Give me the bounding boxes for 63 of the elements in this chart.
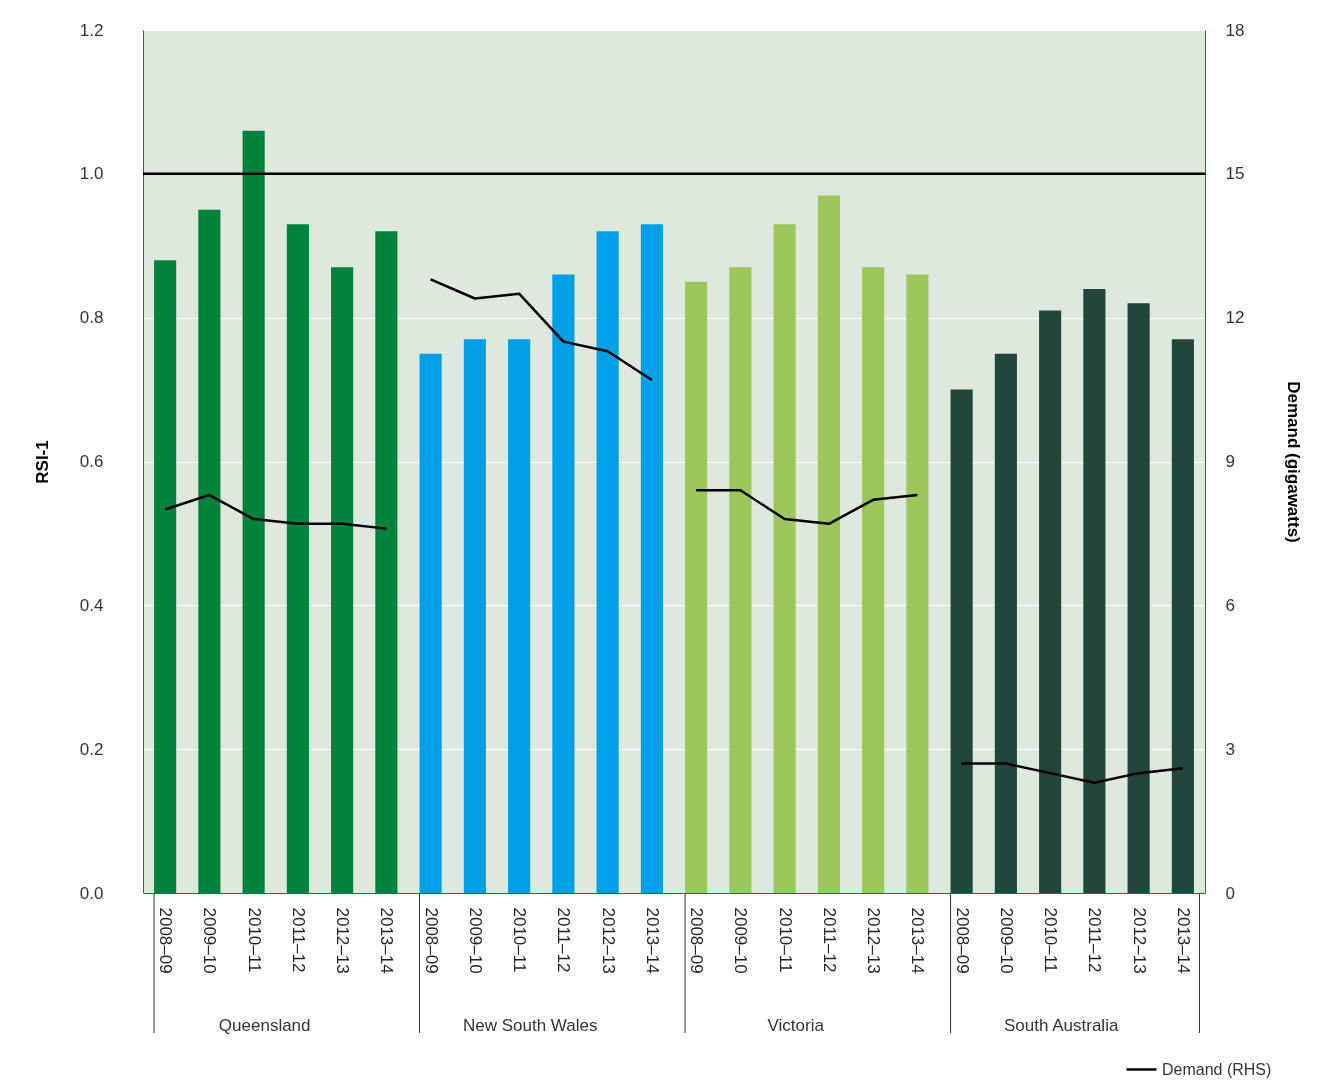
x-tick-label: 2010–11 <box>775 907 795 973</box>
x-tick-label: 2008–09 <box>687 907 707 974</box>
bar <box>906 274 929 893</box>
x-tick-label: 2008–09 <box>156 907 176 974</box>
x-tick-label: 2013–14 <box>1173 907 1193 974</box>
y-tick-label: 0.0 <box>79 883 104 903</box>
bar <box>1171 339 1194 893</box>
bar <box>1127 303 1150 893</box>
bar <box>419 353 442 893</box>
bar <box>773 224 796 893</box>
bar <box>950 389 973 893</box>
bar <box>862 267 885 893</box>
x-tick-label: 2012–13 <box>598 907 618 974</box>
legend-label: Demand (RHS) <box>1162 1060 1272 1078</box>
x-tick-label: 2013–14 <box>377 907 397 974</box>
x-tick-label: 2013–14 <box>908 907 928 974</box>
y-tick-label: 0.6 <box>79 452 104 471</box>
x-tick-label: 2009–10 <box>200 907 220 974</box>
text: Queensland <box>218 1016 311 1035</box>
text: South Australia <box>1004 1016 1119 1035</box>
y2-tick-label: 0 <box>1225 883 1235 903</box>
x-tick-label: 2012–13 <box>333 907 353 974</box>
bar <box>817 195 840 893</box>
text: New South Wales <box>462 1016 598 1035</box>
y2-tick-label: 18 <box>1225 20 1245 40</box>
y2-tick-label: 12 <box>1225 308 1245 328</box>
bar <box>994 353 1017 893</box>
bar <box>463 339 486 893</box>
x-tick-label: 2009–10 <box>465 907 485 974</box>
bar <box>685 281 708 893</box>
y-axis-title: RSI-1 <box>32 440 52 484</box>
y2-axis-title: Demand (gigawatts) <box>1284 381 1304 543</box>
x-tick-label: 2013–14 <box>642 907 662 974</box>
bar <box>596 231 619 893</box>
x-tick-label: 2010–11 <box>510 907 530 973</box>
bar <box>640 224 663 893</box>
y-tick-label: 0.4 <box>79 595 104 615</box>
x-tick-label: 2008–09 <box>952 907 972 974</box>
x-tick-label: 2011–12 <box>819 907 839 973</box>
x-tick-label: 2012–13 <box>864 907 884 974</box>
x-tick-label: 2009–10 <box>996 907 1016 974</box>
bar <box>729 267 752 893</box>
y2-tick-label: 6 <box>1225 595 1235 615</box>
x-tick-label: 2009–10 <box>731 907 751 974</box>
x-tick-label: 2011–12 <box>288 907 308 973</box>
x-tick-label: 2010–11 <box>1041 907 1061 973</box>
y2-tick-label: 15 <box>1225 164 1245 184</box>
x-tick-label: 2011–12 <box>554 907 574 973</box>
y-tick-label: 1.0 <box>79 164 104 184</box>
bar <box>552 274 575 893</box>
x-tick-label: 2012–13 <box>1129 907 1149 974</box>
x-tick-label: 2011–12 <box>1085 907 1105 973</box>
bar <box>508 339 531 893</box>
y-tick-label: 1.2 <box>79 20 104 40</box>
text: Victoria <box>767 1016 825 1035</box>
y2-tick-label: 9 <box>1225 452 1235 471</box>
y-tick-label: 0.2 <box>79 739 104 759</box>
bar <box>1083 288 1106 893</box>
x-tick-label: 2008–09 <box>421 907 441 974</box>
bar <box>1039 310 1062 893</box>
y2-tick-label: 3 <box>1225 739 1235 759</box>
x-tick-label: 2010–11 <box>244 907 264 973</box>
y-tick-label: 0.8 <box>79 308 104 328</box>
